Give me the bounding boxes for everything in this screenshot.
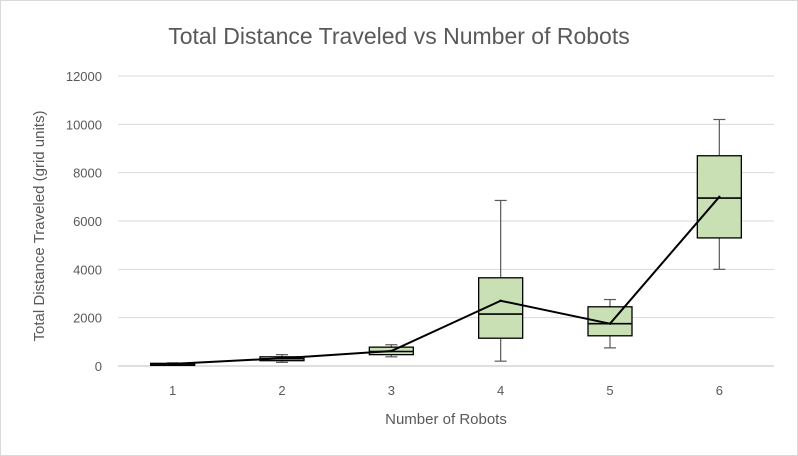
mean-line-series [171, 195, 721, 366]
y-axis-title: Total Distance Traveled (grid units) [31, 111, 48, 342]
mean-point [608, 322, 612, 325]
x-tick-label: 5 [606, 383, 613, 398]
x-tick-label: 3 [388, 383, 395, 398]
x-axis-title: Number of Robots [385, 411, 507, 428]
mean-line [172, 196, 721, 365]
y-tick-label: 2000 [73, 311, 102, 326]
box-4 [478, 199, 524, 362]
y-tick-label: 10000 [66, 117, 102, 132]
iqr-box [478, 277, 524, 339]
y-tick-label: 12000 [66, 69, 102, 84]
x-tick-label: 1 [169, 383, 176, 398]
y-tick-label: 4000 [73, 262, 102, 277]
mean-point [718, 195, 721, 199]
mean-point [390, 349, 393, 353]
x-axis-ticks: 1 2 3 4 5 6 [169, 383, 723, 398]
y-tick-label: 0 [95, 359, 102, 374]
gridlines [118, 75, 774, 367]
x-tick-label: 2 [278, 383, 285, 398]
y-tick-label: 6000 [73, 214, 102, 229]
y-tick-label: 8000 [73, 166, 102, 181]
boxes [150, 118, 742, 366]
mean-point [171, 362, 174, 366]
chart-title: Total Distance Traveled vs Number of Rob… [168, 23, 629, 49]
box-6 [696, 118, 742, 270]
mean-point [280, 357, 284, 360]
x-tick-label: 6 [716, 383, 723, 398]
y-axis-ticks: 0 2000 4000 6000 8000 10000 12000 [66, 69, 102, 374]
x-tick-label: 4 [497, 383, 504, 398]
mean-point [499, 299, 502, 302]
